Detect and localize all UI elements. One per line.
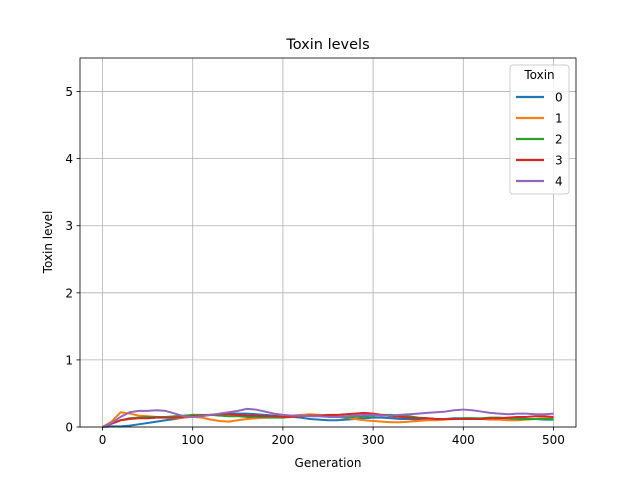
legend-label-4: 4 xyxy=(555,175,563,189)
plot-frame xyxy=(79,57,577,428)
x-tick-label: 100 xyxy=(181,433,204,447)
x-axis-label: Generation xyxy=(295,456,362,470)
y-axis-label: Toxin level xyxy=(41,211,55,275)
y-tick-label: 1 xyxy=(65,353,73,367)
legend-label-3: 3 xyxy=(555,154,563,168)
x-tick-label: 300 xyxy=(362,433,385,447)
series-layer xyxy=(102,407,554,428)
axes-layer: 0 100 200 300 400 500 0 1 2 3 4 5 xyxy=(65,57,577,447)
y-tick-label: 3 xyxy=(65,219,73,233)
legend-label-2: 2 xyxy=(555,133,563,147)
y-tick-label: 2 xyxy=(65,286,73,300)
x-tick-label: 0 xyxy=(99,433,107,447)
x-tick-label: 500 xyxy=(542,433,565,447)
x-tick-label: 400 xyxy=(452,433,475,447)
series-line-4 xyxy=(102,407,554,428)
chart-title: Toxin levels xyxy=(285,37,369,53)
legend-title: Toxin xyxy=(523,68,554,82)
y-tick-label: 4 xyxy=(65,152,73,166)
grid-layer xyxy=(80,58,576,428)
legend-label-0: 0 xyxy=(555,91,563,105)
legend-label-1: 1 xyxy=(555,112,563,126)
series-line-3 xyxy=(102,411,554,428)
y-tick-label: 0 xyxy=(65,421,73,435)
x-tick-label: 200 xyxy=(271,433,294,447)
y-tick-label: 5 xyxy=(65,85,73,99)
